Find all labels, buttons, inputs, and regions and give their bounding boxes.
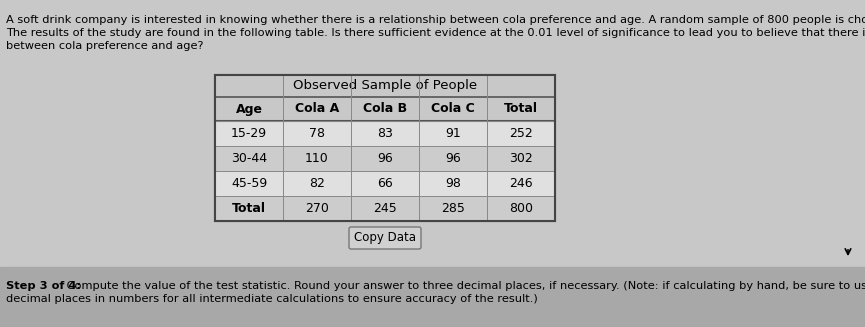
Text: 83: 83 — [377, 127, 393, 140]
Bar — [215, 75, 555, 221]
Text: Total: Total — [504, 102, 538, 115]
Text: Cola C: Cola C — [431, 102, 475, 115]
Bar — [0, 0, 865, 267]
Text: between cola preference and age?: between cola preference and age? — [6, 41, 203, 51]
Text: 270: 270 — [305, 202, 329, 215]
Text: The results of the study are found in the following table. Is there sufficient e: The results of the study are found in th… — [6, 28, 865, 38]
Bar — [0, 267, 865, 327]
Text: 252: 252 — [509, 127, 533, 140]
Text: decimal places in numbers for all intermediate calculations to ensure accuracy o: decimal places in numbers for all interm… — [6, 294, 538, 304]
Text: Total: Total — [232, 202, 266, 215]
Bar — [215, 75, 555, 221]
Text: Age: Age — [235, 102, 262, 115]
Text: A soft drink company is interested in knowing whether there is a relationship be: A soft drink company is interested in kn… — [6, 15, 865, 25]
FancyBboxPatch shape — [349, 227, 421, 249]
Bar — [215, 196, 555, 221]
Text: 246: 246 — [509, 177, 533, 190]
Text: Cola B: Cola B — [363, 102, 407, 115]
Text: 30-44: 30-44 — [231, 152, 267, 165]
Text: Observed Sample of People: Observed Sample of People — [293, 79, 477, 93]
Text: 800: 800 — [509, 202, 533, 215]
Text: Step 3 of 4:: Step 3 of 4: — [6, 281, 81, 291]
Bar — [215, 171, 555, 196]
Text: 302: 302 — [509, 152, 533, 165]
Bar — [215, 97, 555, 121]
Text: 15-29: 15-29 — [231, 127, 267, 140]
Text: 96: 96 — [377, 152, 393, 165]
Text: 245: 245 — [373, 202, 397, 215]
Text: Cola A: Cola A — [295, 102, 339, 115]
Bar — [215, 121, 555, 146]
Bar — [215, 146, 555, 171]
Text: 82: 82 — [309, 177, 325, 190]
Text: 285: 285 — [441, 202, 465, 215]
Text: 66: 66 — [377, 177, 393, 190]
Text: 45-59: 45-59 — [231, 177, 267, 190]
Text: 110: 110 — [305, 152, 329, 165]
Text: 91: 91 — [445, 127, 461, 140]
Text: Compute the value of the test statistic. Round your answer to three decimal plac: Compute the value of the test statistic.… — [63, 281, 865, 291]
Text: Copy Data: Copy Data — [354, 232, 416, 245]
Text: 78: 78 — [309, 127, 325, 140]
Text: 96: 96 — [445, 152, 461, 165]
Bar — [215, 75, 555, 97]
Text: 98: 98 — [445, 177, 461, 190]
